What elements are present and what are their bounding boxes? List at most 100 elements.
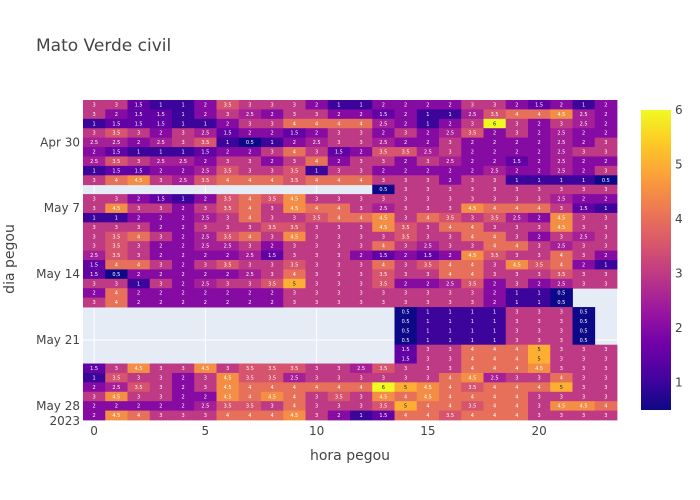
heatmap-cell bbox=[194, 250, 217, 261]
heatmap-cell bbox=[172, 137, 195, 148]
cell-value-label: 3 bbox=[226, 112, 229, 118]
cell-value-label: 3 bbox=[315, 404, 318, 410]
heatmap-cell bbox=[127, 175, 151, 186]
heatmap-cell bbox=[416, 316, 440, 327]
heatmap-cell bbox=[483, 401, 507, 411]
heatmap-cell bbox=[261, 128, 284, 139]
cell-value-label: 2 bbox=[159, 300, 162, 306]
cell-value-label: 2.5 bbox=[580, 234, 588, 240]
cell-value-label: 3 bbox=[315, 366, 318, 372]
heatmap-cell bbox=[572, 354, 596, 364]
heatmap-cell bbox=[105, 363, 128, 374]
cell-value-label: 3 bbox=[337, 168, 340, 174]
heatmap-cell bbox=[238, 156, 262, 167]
cell-value-label: 3 bbox=[382, 178, 385, 184]
cell-value-label: 4 bbox=[248, 206, 251, 212]
cell-value-label: 2.5 bbox=[379, 206, 387, 212]
cell-value-label: 1 bbox=[604, 263, 607, 269]
heatmap-cell bbox=[572, 222, 596, 233]
cell-value-label: 1.5 bbox=[157, 197, 165, 203]
cell-value-label: 1 bbox=[582, 103, 585, 109]
heatmap-cell bbox=[505, 278, 529, 289]
heatmap-cell bbox=[194, 222, 217, 233]
cell-value-label: 2 bbox=[337, 159, 340, 165]
heatmap-cell bbox=[149, 109, 173, 120]
cell-value-label: 1 bbox=[426, 112, 429, 118]
heatmap-cell bbox=[350, 297, 373, 308]
cell-value-label: 1.5 bbox=[402, 357, 410, 363]
heatmap-cell bbox=[528, 401, 551, 411]
heatmap-cell bbox=[194, 260, 217, 270]
cell-value-label: 4 bbox=[315, 206, 318, 212]
heatmap-cell bbox=[327, 137, 351, 148]
heatmap-cell bbox=[594, 410, 618, 421]
cell-value-label: 3 bbox=[582, 375, 585, 381]
cell-value-label: 3 bbox=[93, 112, 96, 118]
cell-value-label: 1.5 bbox=[402, 347, 410, 353]
heatmap-cell bbox=[83, 203, 106, 214]
cell-value-label: 4 bbox=[515, 394, 518, 400]
heatmap-cell bbox=[216, 212, 240, 223]
heatmap-cell bbox=[594, 175, 618, 186]
heatmap-cell bbox=[194, 363, 217, 374]
heatmap-cell bbox=[83, 231, 106, 242]
heatmap-cell bbox=[483, 278, 507, 289]
y-tick-label: May 14 bbox=[36, 267, 80, 281]
cell-value-label: 3 bbox=[582, 357, 585, 363]
cell-value-label: 3 bbox=[382, 375, 385, 381]
cell-value-label: 4 bbox=[293, 150, 296, 156]
heatmap-cell bbox=[172, 100, 195, 110]
cell-value-label: 3.5 bbox=[446, 215, 454, 221]
cell-value-label: 3 bbox=[360, 263, 363, 269]
cell-value-label: 3 bbox=[315, 413, 318, 419]
cell-value-label: 4 bbox=[115, 291, 118, 297]
heatmap-cell bbox=[372, 288, 395, 299]
heatmap-cell bbox=[528, 297, 551, 308]
cell-value-label: 4 bbox=[337, 178, 340, 184]
heatmap-cell bbox=[283, 372, 306, 383]
heatmap-cell bbox=[83, 100, 106, 110]
cell-value-label: 2.5 bbox=[157, 140, 165, 146]
cell-value-label: 3 bbox=[159, 178, 162, 184]
heatmap-cell bbox=[394, 194, 418, 204]
cell-value-label: 3.5 bbox=[224, 263, 232, 269]
heatmap-cell bbox=[416, 288, 440, 299]
cell-value-label: 3 bbox=[582, 385, 585, 391]
heatmap-cell bbox=[305, 222, 329, 233]
cell-value-label: 2 bbox=[93, 385, 96, 391]
cell-value-label: 1 bbox=[515, 178, 518, 184]
heatmap-cell bbox=[594, 194, 618, 204]
heatmap-cell bbox=[439, 288, 462, 299]
heatmap-cell bbox=[505, 354, 529, 364]
heatmap-cell bbox=[394, 297, 418, 308]
heatmap-cell bbox=[216, 297, 240, 308]
heatmap-cell bbox=[327, 212, 351, 223]
heatmap-cell bbox=[461, 109, 484, 120]
cell-value-label: 3 bbox=[271, 150, 274, 156]
heatmap-cell bbox=[327, 100, 351, 110]
cell-value-label: 3 bbox=[560, 319, 563, 325]
heatmap-cell bbox=[172, 382, 195, 393]
heatmap-cell bbox=[461, 278, 484, 289]
heatmap-cell bbox=[528, 278, 551, 289]
cell-value-label: 3 bbox=[182, 131, 185, 137]
cell-value-label: 1 bbox=[137, 150, 140, 156]
cell-value-label: 2 bbox=[204, 253, 207, 259]
heatmap-cell bbox=[238, 401, 262, 411]
heatmap-cell bbox=[283, 212, 306, 223]
cell-value-label: 2 bbox=[426, 140, 429, 146]
heatmap-cell bbox=[550, 410, 573, 421]
cell-value-label: 4 bbox=[226, 413, 229, 419]
heatmap-cell bbox=[394, 269, 418, 280]
cell-value-label: 3 bbox=[449, 357, 452, 363]
y-tick-label: May 7 bbox=[44, 201, 80, 215]
cell-value-label: 2.5 bbox=[179, 178, 187, 184]
cell-value-label: 4 bbox=[493, 394, 496, 400]
heatmap-cell bbox=[127, 156, 151, 167]
heatmap-cell bbox=[261, 410, 284, 421]
cell-value-label: 3 bbox=[538, 413, 541, 419]
cell-value-label: 3.5 bbox=[201, 178, 209, 184]
heatmap-cell bbox=[327, 222, 351, 233]
heatmap-cell bbox=[416, 250, 440, 261]
cell-value-label: 3.5 bbox=[224, 206, 232, 212]
